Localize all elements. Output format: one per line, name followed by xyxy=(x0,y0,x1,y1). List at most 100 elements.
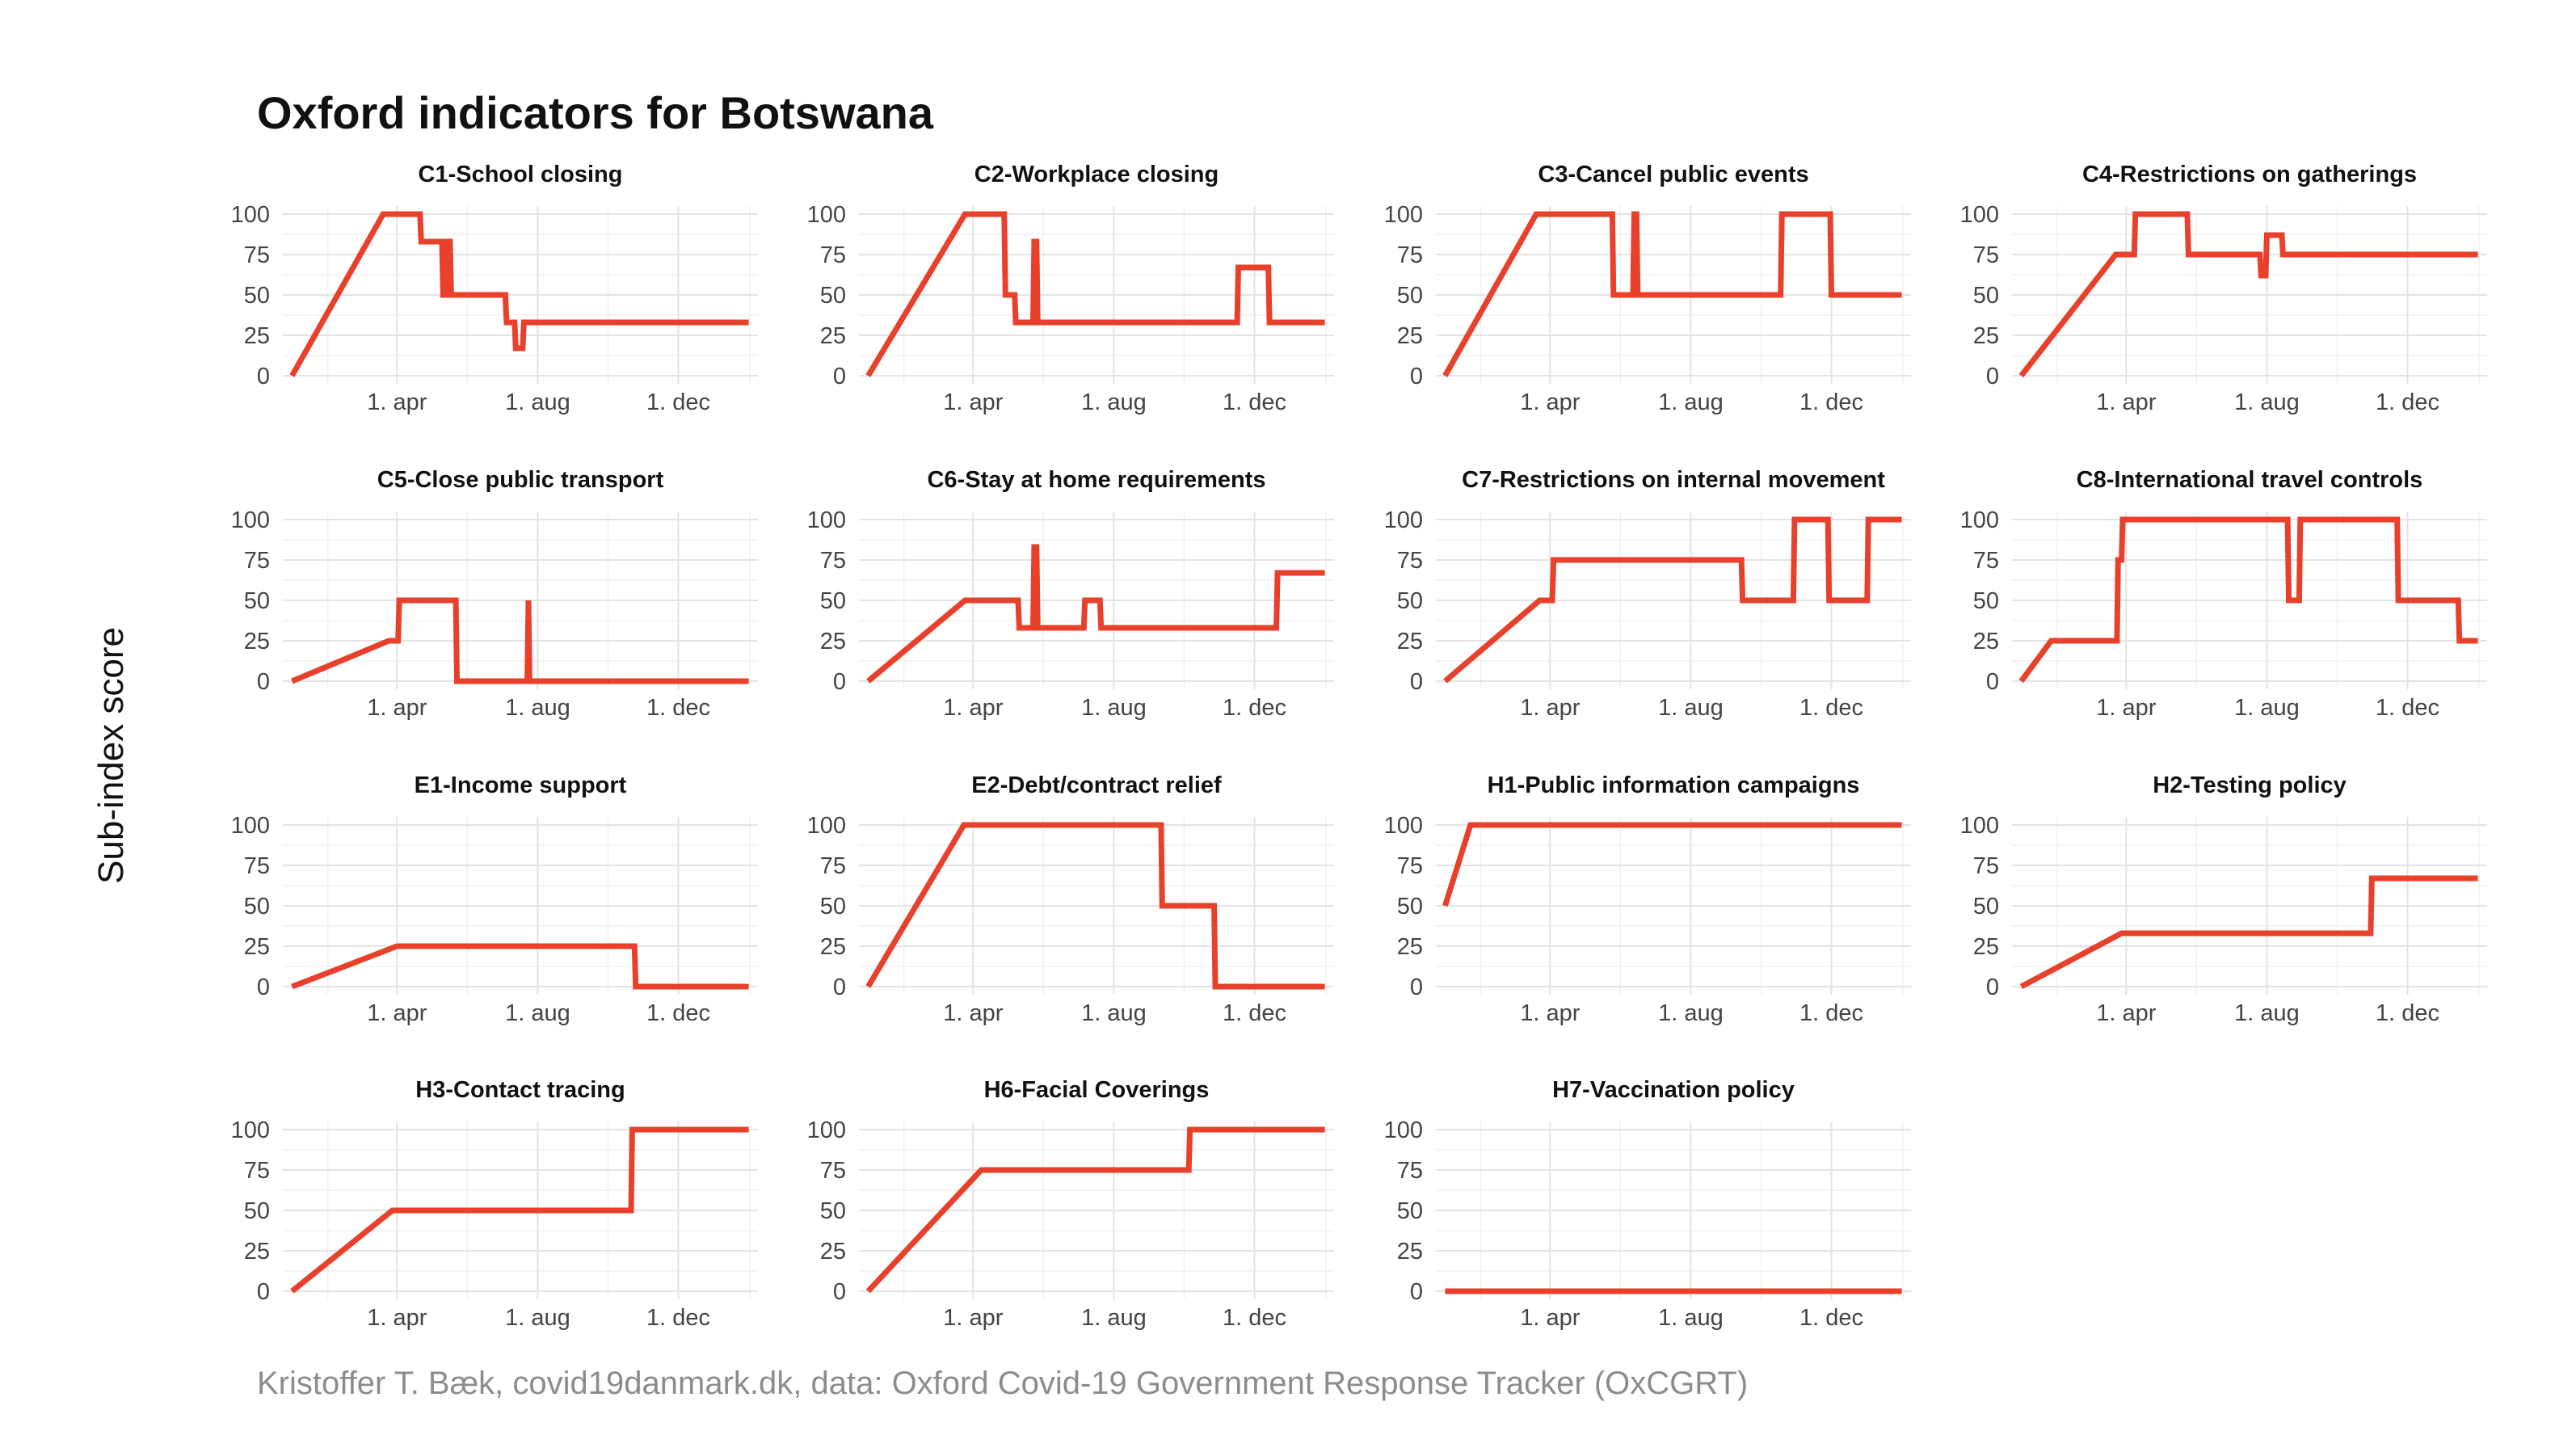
y-tick-label: 25 xyxy=(820,323,846,349)
panel-3: C3-Cancel public events 100 75 50 25 0 1. apr 1… xyxy=(1384,162,1911,415)
x-tick-label: 1. aug xyxy=(505,389,570,415)
x-tick-label: 1. aug xyxy=(505,1000,570,1026)
panel-title: C3-Cancel public events xyxy=(1538,162,1808,187)
y-tick-label: 75 xyxy=(244,853,270,879)
x-tick-label: 1. aug xyxy=(1081,1305,1147,1331)
x-tick-label: 1. aug xyxy=(1658,389,1724,415)
y-tick-label: 50 xyxy=(244,588,270,614)
y-tick-label: 0 xyxy=(1410,364,1423,389)
x-tick-label: 1. dec xyxy=(1223,389,1286,415)
panel-title: H6-Facial Coverings xyxy=(984,1077,1210,1103)
x-tick-label: 1. dec xyxy=(1223,1000,1286,1026)
y-tick-label: 50 xyxy=(820,588,846,614)
y-tick-label: 100 xyxy=(231,202,270,228)
y-tick-label: 50 xyxy=(244,894,270,920)
y-tick-label: 0 xyxy=(1410,1279,1423,1305)
panel-10: E2-Debt/contract relief 100 75 50 25 0 1. apr 1… xyxy=(807,772,1334,1026)
x-tick-label: 1. apr xyxy=(943,695,1003,721)
y-tick-label: 100 xyxy=(231,507,270,533)
x-tick-label: 1. apr xyxy=(367,695,427,721)
x-tick-label: 1. aug xyxy=(1081,1000,1147,1026)
y-tick-label: 25 xyxy=(820,934,846,960)
y-tick-label: 0 xyxy=(833,364,846,389)
x-tick-label: 1. apr xyxy=(943,1305,1003,1331)
x-tick-label: 1. apr xyxy=(1520,695,1580,721)
y-axis-label: Sub-index score xyxy=(91,627,131,884)
x-tick-label: 1. aug xyxy=(1081,695,1147,721)
y-tick-label: 100 xyxy=(231,813,270,839)
x-tick-label: 1. aug xyxy=(505,1305,570,1331)
x-tick-label: 1. aug xyxy=(1658,1305,1724,1331)
x-tick-label: 1. aug xyxy=(1658,1000,1724,1026)
y-tick-label: 100 xyxy=(1384,507,1423,533)
panel-title: C5-Close public transport xyxy=(377,467,664,493)
y-tick-label: 25 xyxy=(820,629,846,654)
y-tick-label: 75 xyxy=(244,548,270,574)
x-tick-label: 1. aug xyxy=(505,695,570,721)
y-tick-label: 75 xyxy=(1397,853,1423,879)
panels-group: C1-School closing 100 75 50 25 0 1. apr 1. aug 1… xyxy=(231,162,2487,1331)
panel-title: C1-School closing xyxy=(419,162,623,187)
x-tick-label: 1. dec xyxy=(1223,695,1286,721)
y-tick-label: 25 xyxy=(1397,629,1423,654)
x-tick-label: 1. apr xyxy=(1520,1305,1580,1331)
x-tick-label: 1. dec xyxy=(1799,389,1863,415)
series-line xyxy=(1443,516,1902,684)
y-tick-label: 75 xyxy=(820,853,846,879)
panel-8: C8-International travel controls 100 75 50 2… xyxy=(1960,467,2487,721)
x-tick-label: 1. apr xyxy=(367,1000,427,1026)
y-tick-label: 50 xyxy=(1397,1198,1423,1224)
y-tick-label: 75 xyxy=(244,1158,270,1184)
y-tick-label: 100 xyxy=(1384,1117,1423,1143)
panel-title: H3-Contact tracing xyxy=(415,1077,625,1103)
panel-12: H2-Testing policy 100 75 50 25 0 1. apr 1. aug 1… xyxy=(1960,772,2487,1026)
y-tick-label: 100 xyxy=(231,1117,270,1143)
x-tick-label: 1. apr xyxy=(367,389,427,415)
y-tick-label: 50 xyxy=(1397,894,1423,920)
panel-5: C5-Close public transport 100 75 50 25 0 1. ap… xyxy=(231,467,758,721)
y-tick-label: 25 xyxy=(1397,323,1423,349)
panel-title: E1-Income support xyxy=(415,772,627,798)
y-tick-label: 0 xyxy=(833,669,846,695)
panel-title: C8-International travel controls xyxy=(2077,467,2423,493)
series-line xyxy=(865,822,1325,990)
x-tick-label: 1. apr xyxy=(1520,1000,1580,1026)
y-tick-label: 75 xyxy=(1397,1158,1423,1184)
y-tick-label: 0 xyxy=(1986,974,1999,1000)
y-tick-label: 0 xyxy=(1986,669,1999,695)
y-tick-label: 100 xyxy=(807,202,846,228)
y-tick-label: 0 xyxy=(257,974,270,1000)
panel-title: C4-Restrictions on gatherings xyxy=(2082,162,2417,187)
panel-4: C4-Restrictions on gatherings 100 75 50 25 0 1… xyxy=(1960,162,2487,415)
y-tick-label: 100 xyxy=(807,1117,846,1143)
y-tick-label: 25 xyxy=(1397,1239,1423,1265)
panel-13: H3-Contact tracing 100 75 50 25 0 1. apr 1. aug… xyxy=(231,1077,758,1331)
series-line xyxy=(289,211,749,377)
x-tick-label: 1. apr xyxy=(943,389,1003,415)
x-tick-label: 1. apr xyxy=(2096,695,2156,721)
series-line xyxy=(291,597,749,684)
y-tick-label: 100 xyxy=(1384,813,1423,839)
y-tick-label: 50 xyxy=(1397,588,1423,614)
x-tick-label: 1. aug xyxy=(1081,389,1147,415)
panel-1: C1-School closing 100 75 50 25 0 1. apr 1. aug 1… xyxy=(231,162,758,415)
y-tick-label: 100 xyxy=(807,507,846,533)
panel-title: C7-Restrictions on internal movement xyxy=(1462,467,1885,493)
x-tick-label: 1. dec xyxy=(1799,695,1863,721)
y-tick-label: 0 xyxy=(1410,974,1423,1000)
y-tick-label: 100 xyxy=(807,813,846,839)
panel-2: C2-Workplace closing 100 75 50 25 0 1. apr 1. a… xyxy=(807,162,1334,415)
figure-caption: Kristoffer T. Bæk, covid19danmark.dk, da… xyxy=(257,1366,1748,1401)
series-line xyxy=(290,1126,749,1294)
x-tick-label: 1. apr xyxy=(1520,389,1580,415)
y-tick-label: 50 xyxy=(820,894,846,920)
y-tick-label: 25 xyxy=(1397,934,1423,960)
series-line xyxy=(1442,211,1902,377)
x-tick-label: 1. dec xyxy=(2376,1000,2439,1026)
series-line xyxy=(291,943,749,990)
y-tick-label: 100 xyxy=(1960,813,1999,839)
y-tick-label: 75 xyxy=(1973,242,1999,268)
series-line xyxy=(2019,875,2478,990)
x-tick-label: 1. apr xyxy=(2096,389,2156,415)
